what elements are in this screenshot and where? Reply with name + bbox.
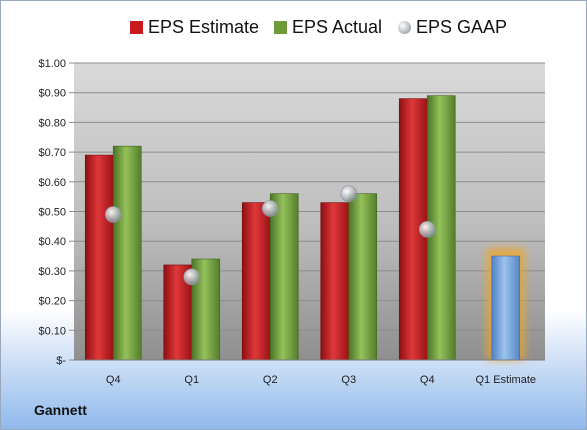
x-tick-label: Q4 (420, 374, 435, 386)
legend-swatch-green (274, 21, 287, 34)
x-tick-label: Q3 (341, 374, 356, 386)
x-tick-label: Q1 (184, 374, 199, 386)
y-tick-label: $0.60 (38, 177, 66, 189)
legend-swatch-red (130, 21, 143, 34)
legend: EPS Estimate EPS Actual EPS GAAP (1, 17, 586, 45)
y-tick-label: $0.30 (38, 266, 66, 278)
y-tick-label: $0.80 (38, 117, 66, 129)
legend-eps-actual: EPS Actual (274, 17, 382, 38)
bar-eps-actual (112, 145, 142, 361)
y-tick-label: $1.00 (38, 58, 66, 70)
y-tick-label: $0.40 (38, 236, 66, 248)
y-tick-label: $0.50 (38, 207, 66, 219)
bar-q1-estimate (491, 255, 521, 361)
y-tick-label: $0.20 (38, 296, 66, 308)
bar-eps-actual (348, 193, 378, 361)
point-eps-gaap (418, 221, 436, 238)
y-tick-label: $0.10 (38, 325, 66, 337)
y-tick-label: $0.90 (38, 88, 66, 100)
legend-swatch-gaap (398, 21, 411, 34)
point-eps-gaap (104, 206, 122, 223)
legend-label-eps-estimate: EPS Estimate (148, 17, 260, 37)
gridlines (69, 62, 545, 361)
legend-eps-estimate: EPS Estimate (130, 17, 259, 38)
x-tick-label: Q2 (263, 374, 278, 386)
x-tick-label: Q4 (106, 374, 121, 386)
gaap-points (104, 185, 436, 286)
x-axis-ticks: Q4 Q1 Q2 Q3 Q4 Q1 Estimate (106, 374, 536, 386)
bar-eps-estimate (84, 154, 114, 361)
y-tick-label: $- (56, 355, 66, 367)
bars (84, 95, 525, 361)
legend-label-eps-gaap: EPS GAAP (416, 17, 508, 37)
company-name: Gannett (34, 402, 87, 418)
y-tick-label: $0.70 (38, 147, 66, 159)
y-axis-ticks: $1.00 $0.90 $0.80 $0.70 $0.60 $0.50 $0.40 $0.30… (38, 58, 66, 367)
bar-eps-estimate (320, 202, 350, 361)
legend-eps-gaap: EPS GAAP (398, 17, 507, 38)
point-eps-gaap (183, 268, 201, 286)
point-eps-gaap (340, 185, 358, 202)
bar-eps-actual (269, 193, 299, 361)
legend-label-eps-actual: EPS Actual (292, 17, 383, 37)
bar-eps-estimate (241, 202, 271, 361)
point-eps-gaap (261, 200, 279, 217)
x-tick-label: Q1 Estimate (475, 374, 536, 386)
